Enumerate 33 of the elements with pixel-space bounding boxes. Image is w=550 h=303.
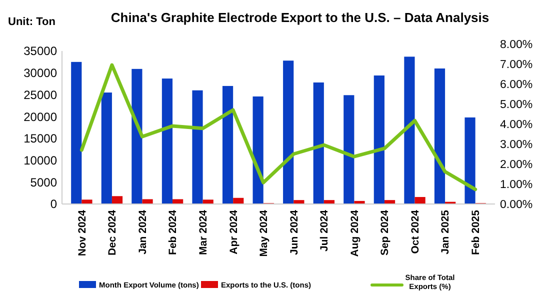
- x-tick-label: Feb 2024: [167, 210, 180, 255]
- x-tick-label: Nov 2024: [76, 210, 88, 256]
- y2-tick-label: 7.00%: [500, 59, 533, 72]
- x-tick-label: Mar 2024: [197, 210, 210, 255]
- x-tick-label: Jan 2025: [440, 210, 452, 254]
- x-tick-label: Jul 2024: [318, 210, 331, 252]
- y-tick-label: 25000: [24, 88, 58, 102]
- x-tick-label: Sep 2024: [379, 210, 392, 256]
- y-tick-label: 10000: [24, 153, 58, 168]
- text: Unit: Ton: [8, 16, 56, 28]
- x-tick-label: Oct 2024: [409, 210, 422, 254]
- x-tick-label: May 2024: [258, 210, 270, 257]
- y2-tick-label: 1.00%: [500, 179, 533, 192]
- y-tick-label: 15000: [24, 132, 58, 146]
- y-tick-label: 5000: [30, 175, 58, 190]
- y2-tick-label: 8.00%: [500, 39, 533, 52]
- y-tick-label: 20000: [24, 110, 58, 124]
- x-tick-label: Jun 2024: [288, 210, 300, 255]
- x-tick-label: Aug 2024: [348, 210, 361, 257]
- y2-tick-label: 2.00%: [500, 159, 533, 172]
- y2-tick-label: 5.00%: [500, 99, 533, 112]
- chart-title: China's Graphite Electrode Export to the U.S. – Data Analysis: [110, 10, 490, 25]
- y2-tick-label: 4.00%: [500, 119, 533, 132]
- x-tick-label: Jan 2024: [136, 210, 149, 254]
- x-tick-label: Apr 2024: [228, 210, 240, 254]
- y-tick-label: 35000: [24, 44, 58, 58]
- x-tick-label: Dec 2024: [106, 210, 119, 256]
- y-tick-label: 0: [50, 197, 58, 212]
- y2-tick-label: 3.00%: [500, 139, 533, 152]
- y2-tick-label: 6.00%: [500, 79, 533, 92]
- y2-tick-label: 0.00%: [500, 199, 533, 212]
- y-tick-label: 30000: [24, 66, 58, 80]
- x-tick-label: Feb 2025: [470, 210, 482, 255]
